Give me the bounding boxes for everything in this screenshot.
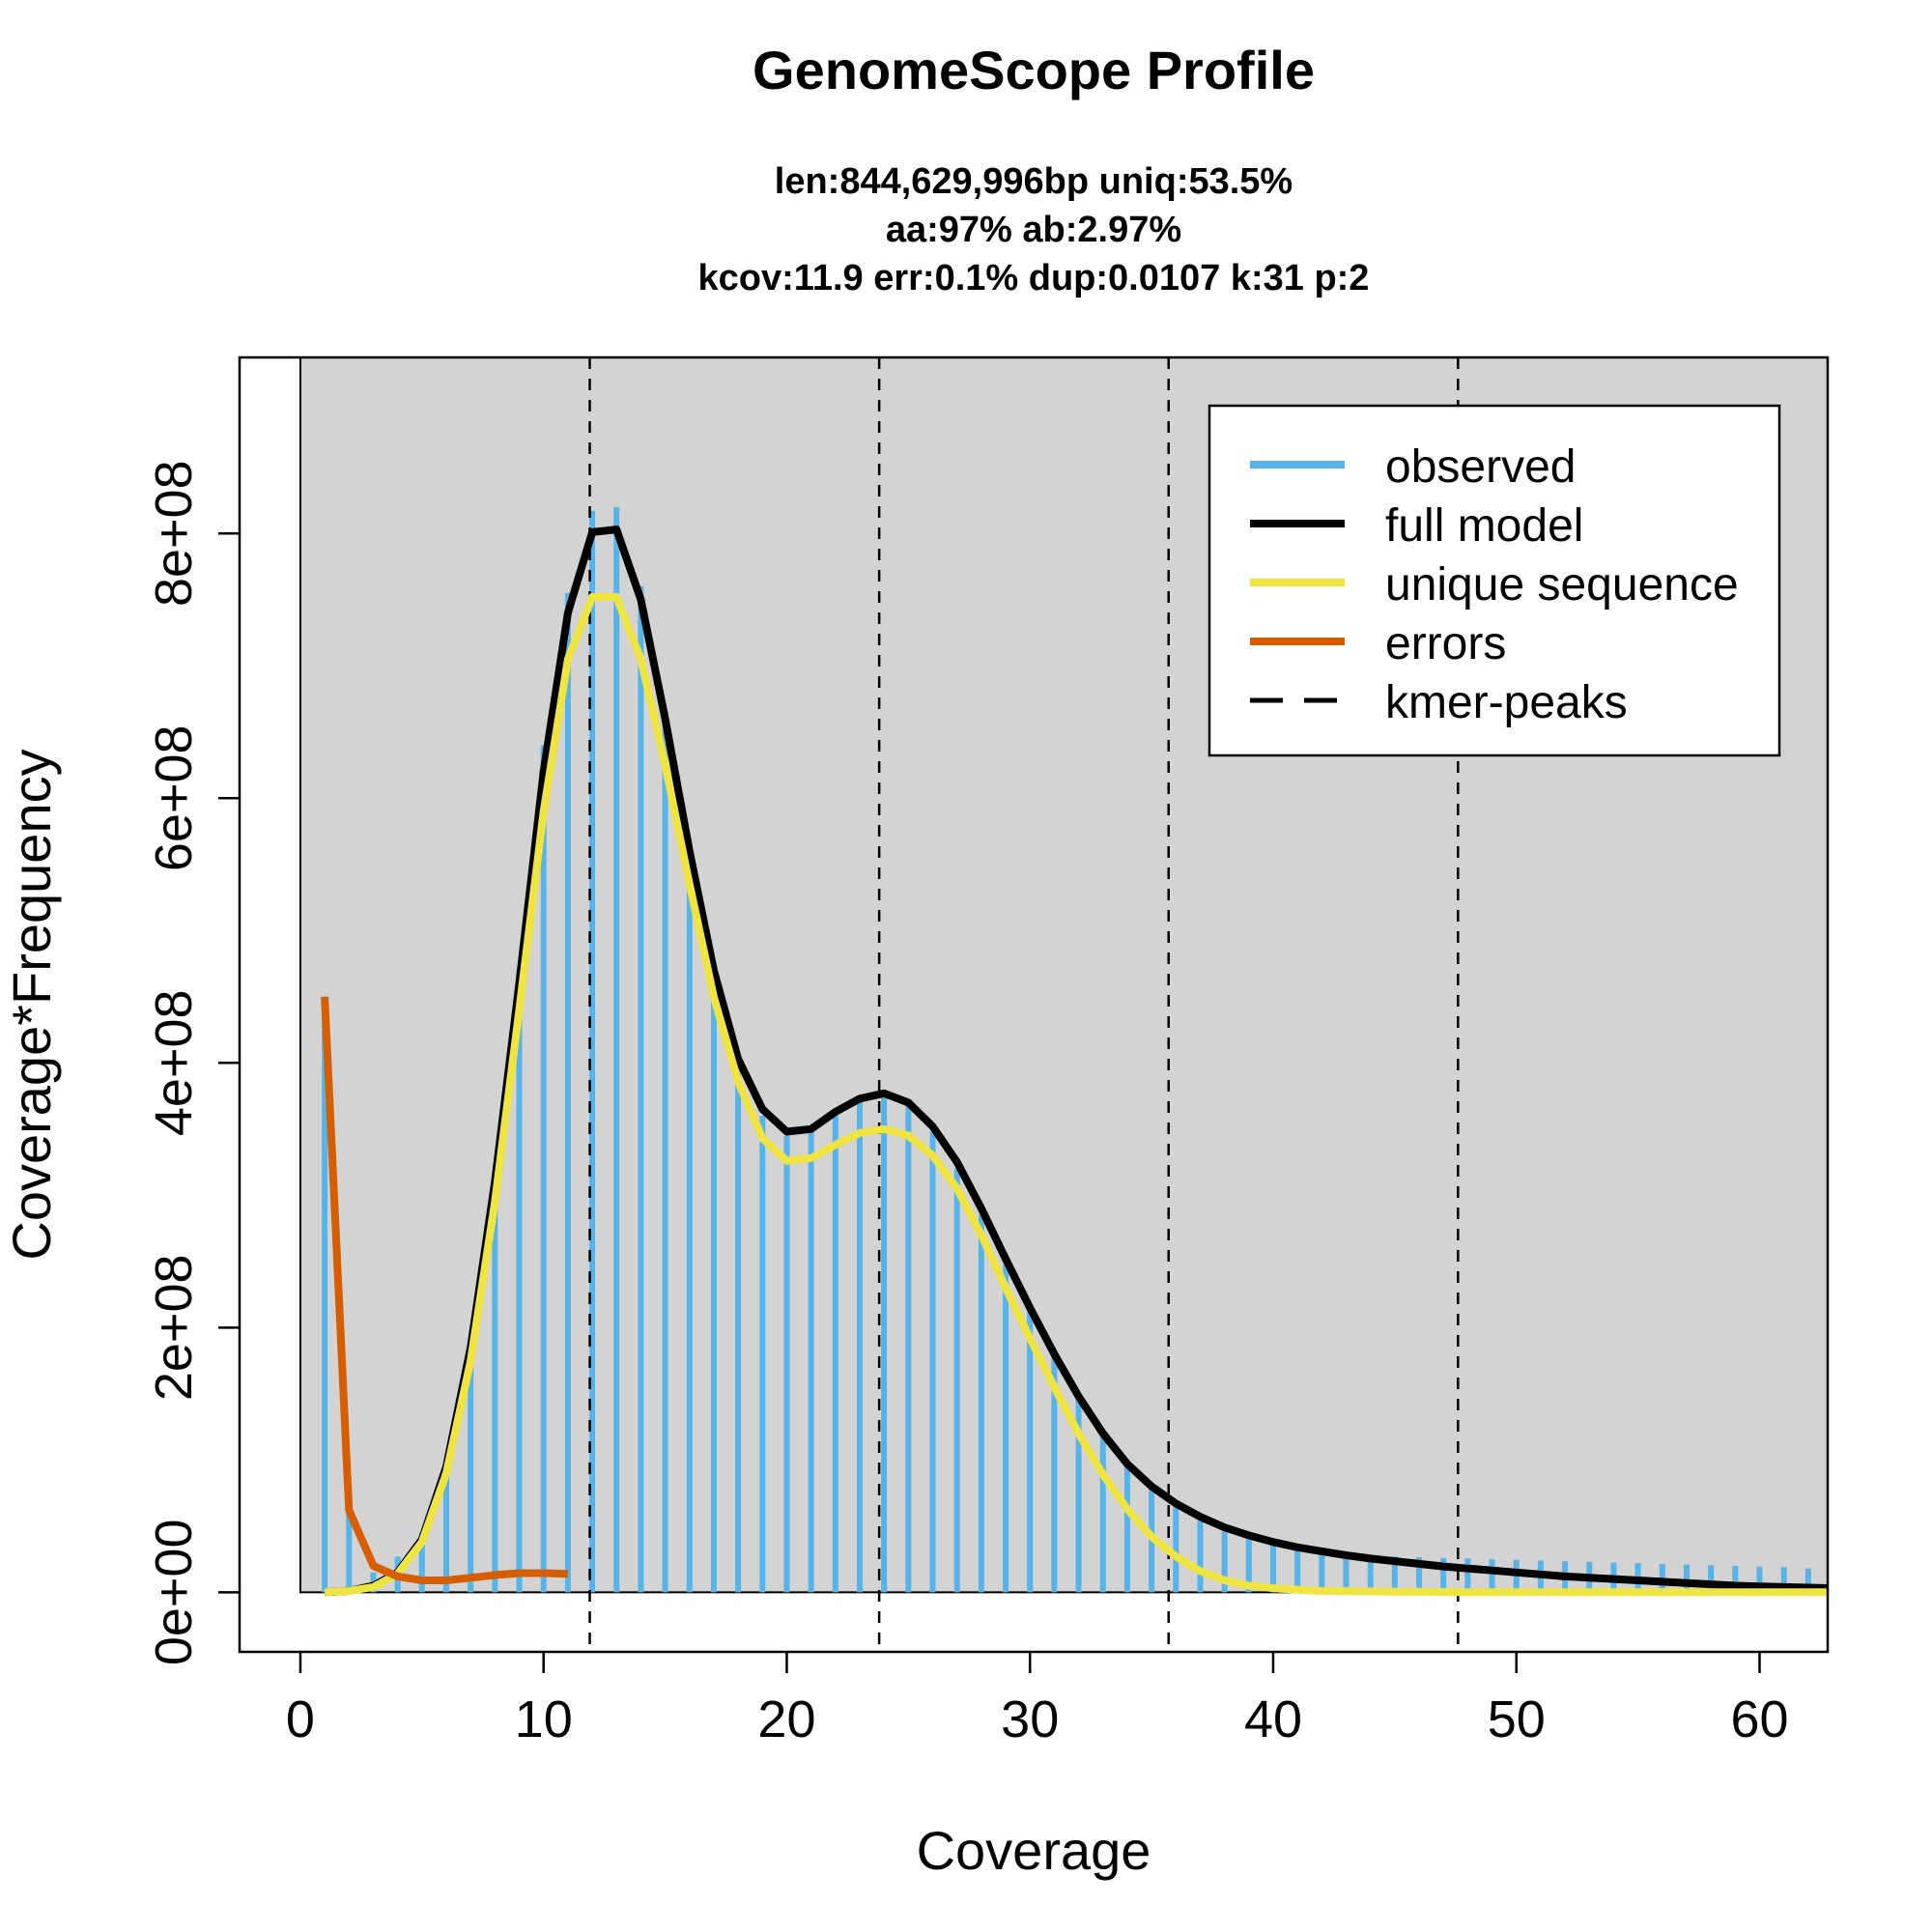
chart-subtitle-line-1: len:844,629,996bp uniq:53.5% <box>775 161 1293 202</box>
x-tick-label: 30 <box>1001 1690 1059 1748</box>
y-axis-label: Coverage*Frequency <box>1 749 62 1260</box>
chart-subtitle-line-3: kcov:11.9 err:0.1% dup:0.0107 k:31 p:2 <box>698 258 1370 298</box>
x-tick-label: 60 <box>1730 1690 1788 1748</box>
x-tick-label: 50 <box>1488 1690 1546 1748</box>
y-tick-label: 6e+08 <box>145 724 203 871</box>
chart-title: GenomeScope Profile <box>753 40 1315 100</box>
x-axis-label: Coverage <box>917 1820 1151 1881</box>
legend-label: observed <box>1385 441 1576 493</box>
y-tick-label: 0e+00 <box>145 1520 203 1666</box>
series-line-errors <box>321 996 569 1584</box>
plot-border <box>238 355 1830 1654</box>
legend-label: full model <box>1385 500 1583 552</box>
y-tick-label: 8e+08 <box>145 460 203 607</box>
x-tick-label: 40 <box>1244 1690 1302 1748</box>
x-tick-label: 10 <box>515 1690 573 1748</box>
chart-subtitle-line-2: aa:97% ab:2.97% <box>886 210 1181 250</box>
legend-label: unique sequence <box>1385 559 1739 611</box>
x-tick-label: 20 <box>757 1690 815 1748</box>
series-layer <box>321 357 1828 1652</box>
series-line-full-model <box>324 526 1828 1597</box>
legend: observed full model unique sequence errors k… <box>1208 404 1781 757</box>
legend-label: errors <box>1385 618 1506 669</box>
x-tick-label: 0 <box>286 1690 315 1748</box>
y-tick-label: 2e+08 <box>145 1254 203 1401</box>
series-line-unique-sequence <box>324 593 1828 1597</box>
legend-label: kmer-peaks <box>1385 677 1628 728</box>
plot-area: 0 10 20 30 40 50 60 0e+00 2e+08 4e+08 6e+08 8e+08 ob… <box>145 355 1830 1748</box>
y-tick-label: 4e+08 <box>145 989 203 1136</box>
